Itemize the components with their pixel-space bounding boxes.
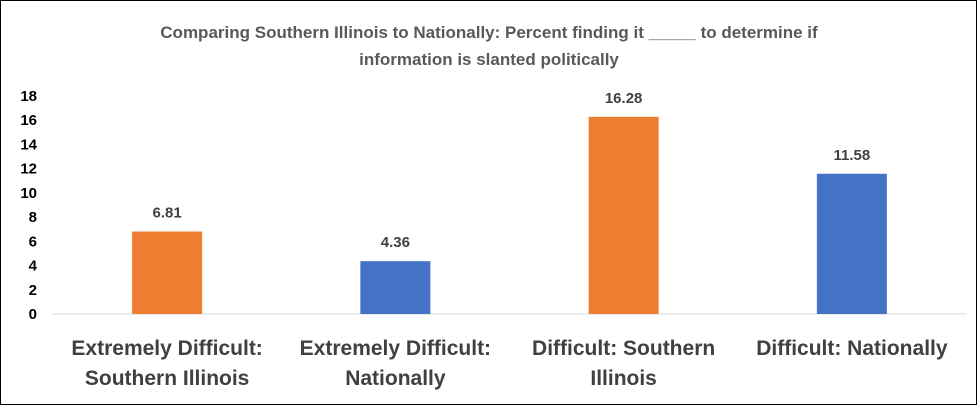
- chart-title-line-1: Comparing Southern Illinois to Nationall…: [160, 23, 818, 42]
- y-axis-ticks: 0 2 4 6 8 10 12 14 16 18: [20, 88, 37, 323]
- y-tick-label: 10: [20, 185, 37, 202]
- category-label: Nationally: [345, 367, 446, 390]
- category-label: Illinois: [590, 367, 657, 390]
- y-tick-label: 12: [20, 161, 37, 178]
- category-label: Difficult: Southern: [532, 337, 715, 360]
- bar: [588, 116, 659, 314]
- bar: [132, 231, 203, 314]
- category-label: Extremely Difficult:: [300, 337, 491, 360]
- bar: [360, 261, 431, 314]
- category-label: Southern Illinois: [85, 367, 250, 390]
- y-tick-label: 6: [29, 233, 37, 250]
- y-tick-label: 4: [29, 258, 38, 275]
- y-tick-label: 18: [20, 88, 37, 105]
- bar-value-label: 4.36: [381, 234, 410, 251]
- bar-value-label: 16.28: [605, 90, 643, 107]
- y-tick-label: 2: [29, 282, 37, 299]
- bars-group: [132, 116, 887, 314]
- chart-title-line-2: information is slanted politically: [359, 50, 619, 69]
- category-label: Difficult: Nationally: [756, 337, 948, 360]
- bar-value-label: 11.58: [834, 147, 871, 164]
- bar: [816, 173, 887, 314]
- category-label: Extremely Difficult:: [71, 337, 262, 360]
- category-labels-group: Extremely Difficult: Southern Illinois Ext…: [71, 337, 947, 390]
- y-tick-label: 14: [20, 136, 37, 153]
- y-tick-label: 8: [29, 209, 37, 226]
- bar-value-label: 6.81: [153, 205, 182, 222]
- data-labels-group: 6.81 4.36 16.28 11.58: [153, 90, 871, 251]
- y-tick-label: 16: [20, 112, 37, 129]
- y-tick-label: 0: [29, 306, 37, 323]
